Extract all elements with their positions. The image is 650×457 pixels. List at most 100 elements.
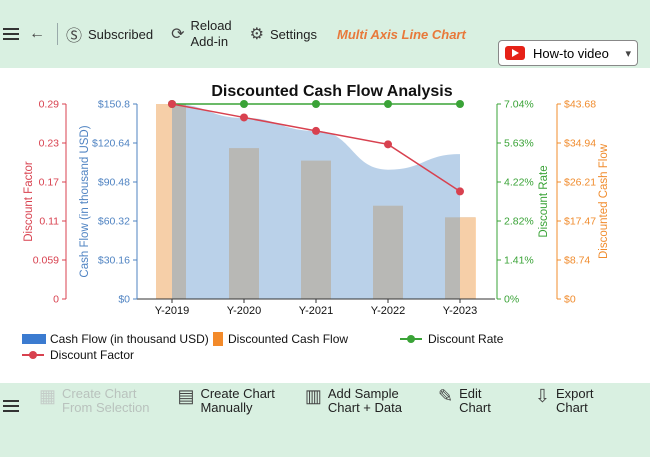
rate-tick-label: 5.63% (504, 138, 534, 150)
legend-rate-marker (407, 335, 415, 343)
chevron-down-icon: ▾ (625, 47, 631, 60)
chart: Discounted Cash Flow Analysis Y-2019 Y-20… (22, 83, 610, 362)
legend-factor-marker (29, 351, 37, 359)
discounted-cash-flow-bar (373, 205, 403, 299)
plot-area (156, 100, 476, 299)
youtube-icon (505, 46, 525, 60)
create-selection-line2: From Selection (62, 400, 150, 415)
video-label: How-to video (533, 45, 609, 61)
create-chart-manually-button[interactable]: ▤ Create Chart Manually (177, 387, 274, 415)
chart-title: Discounted Cash Flow Analysis (211, 83, 452, 100)
back-button[interactable]: ← (29, 25, 51, 43)
rate-tick-label: 7.04% (504, 99, 534, 111)
export-line1: Export (555, 386, 594, 401)
rate-tick-label: 1.41% (504, 255, 534, 267)
sample-line1: Add Sample (327, 386, 399, 401)
x-tick-label: Y-2020 (227, 305, 261, 317)
edit-chart-button[interactable]: ✎ Edit Chart (438, 387, 491, 415)
how-to-video-dropdown[interactable]: How-to video ▾ (498, 40, 638, 66)
discounted-tick-label: $34.94 (564, 138, 596, 150)
subscribed-button[interactable]: Ⓢ Subscribed (66, 22, 153, 46)
edit-line1: Edit (459, 386, 482, 401)
discounted-tick-label: $26.21 (564, 177, 596, 189)
edit-chart-icon: ✎ (437, 386, 454, 406)
subscribed-label: Subscribed (88, 26, 154, 42)
x-tick-label: Y-2021 (299, 305, 333, 317)
legend-rate-label: Discount Rate (428, 332, 504, 346)
factor-tick-label: 0.23 (39, 138, 60, 150)
x-tick-label: Y-2023 (443, 305, 477, 317)
cash-tick-label: $150.8 (98, 99, 130, 111)
app-title: Multi Axis Line Chart (337, 26, 466, 42)
cash-axis-title: Cash Flow (in thousand USD) (79, 125, 91, 277)
factor-tick-label: 0.11 (39, 216, 59, 228)
chart-plus-icon: ▥ (304, 386, 322, 406)
dollar-circle-icon: Ⓢ (66, 28, 83, 45)
discounted-axis-title: Discounted Cash Flow (598, 143, 610, 259)
factor-tick-label: 0.059 (33, 255, 59, 267)
reload-icon: ⟳ (171, 26, 185, 43)
legend-discounted-label: Discounted Cash Flow (228, 332, 348, 346)
cash-tick-label: $0 (118, 294, 130, 306)
factor-tick-label: 0.29 (39, 99, 60, 111)
cash-tick-label: $90.48 (98, 177, 130, 189)
discounted-cash-flow-bar-edge (460, 217, 476, 299)
rate-tick-label: 0% (504, 294, 519, 306)
discount-rate-point (384, 100, 392, 108)
settings-button[interactable]: ⚙ Settings (250, 24, 317, 44)
table-icon: ▦ (39, 386, 57, 406)
bottom-toolbar: ▦ Create Chart From Selection ▤ Create C… (0, 383, 650, 457)
x-tick-label: Y-2022 (371, 305, 405, 317)
settings-label: Settings (270, 26, 317, 42)
rate-axis-title: Discount Rate (538, 165, 550, 237)
create-selection-line1: Create Chart (62, 386, 137, 401)
discounted-cash-flow-bar (301, 160, 331, 299)
discounted-tick-label: $8.74 (564, 255, 590, 267)
rate-tick-label: 2.82% (504, 216, 534, 228)
add-sample-chart-button[interactable]: ▥ Add Sample Chart + Data (305, 387, 402, 415)
x-tick-label: Y-2019 (155, 305, 189, 317)
menu-icon[interactable] (3, 28, 25, 40)
discount-factor-point (384, 140, 392, 149)
legend-discounted-swatch (213, 332, 223, 346)
discount-factor-point (312, 126, 320, 135)
legend-cash-swatch (22, 334, 46, 344)
menu-icon-bottom[interactable] (3, 400, 25, 412)
cash-tick-label: $60.32 (98, 216, 130, 228)
discounted-cash-flow-bar-edge (156, 104, 172, 299)
reload-addin-button[interactable]: ⟳ Reload Add-in (171, 18, 232, 50)
rate-tick-label: 4.22% (504, 177, 534, 189)
factor-tick-label: 0 (53, 294, 59, 306)
grid-icon: ▤ (177, 386, 195, 406)
cash-tick-label: $30.16 (98, 255, 130, 267)
discounted-tick-label: $43.68 (564, 99, 596, 111)
create-manual-line1: Create Chart (200, 386, 275, 401)
edit-line2: Chart (459, 400, 491, 415)
divider (57, 23, 58, 45)
discount-factor-point (240, 113, 248, 122)
axes: Y-2019 Y-2020 Y-2021 Y-2022 Y-2023 0 0.059 0.11… (23, 99, 610, 318)
export-chart-button[interactable]: ⇩ Export Chart (535, 387, 594, 415)
create-manual-line2: Manually (200, 400, 253, 415)
top-toolbar: ← Ⓢ Subscribed ⟳ Reload Add-in ⚙ Setting… (0, 0, 650, 68)
discounted-cash-flow-bar (229, 148, 259, 299)
legend: Cash Flow (in thousand USD) Discounted Ca… (22, 332, 504, 362)
legend-cash-label: Cash Flow (in thousand USD) (50, 332, 209, 346)
sliders-icon: ⚙ (249, 26, 265, 43)
export-line2: Chart (555, 400, 588, 415)
sample-line2: Chart + Data (327, 400, 402, 415)
factor-tick-label: 0.17 (39, 177, 60, 189)
discount-rate-point (312, 100, 320, 108)
factor-axis-title: Discount Factor (23, 161, 35, 242)
create-chart-from-selection-button[interactable]: ▦ Create Chart From Selection (39, 387, 149, 415)
legend-factor-label: Discount Factor (50, 348, 134, 362)
discount-rate-point (456, 100, 464, 108)
cash-tick-label: $120.64 (92, 138, 130, 150)
back-arrow-icon: ← (29, 25, 45, 42)
discount-factor-point (456, 187, 464, 196)
reload-label-line2: Add-in (190, 34, 229, 49)
discounted-tick-label: $17.47 (564, 216, 596, 228)
reload-label-line1: Reload (190, 18, 232, 33)
export-icon: ⇩ (534, 386, 550, 406)
discount-rate-point (240, 100, 248, 108)
